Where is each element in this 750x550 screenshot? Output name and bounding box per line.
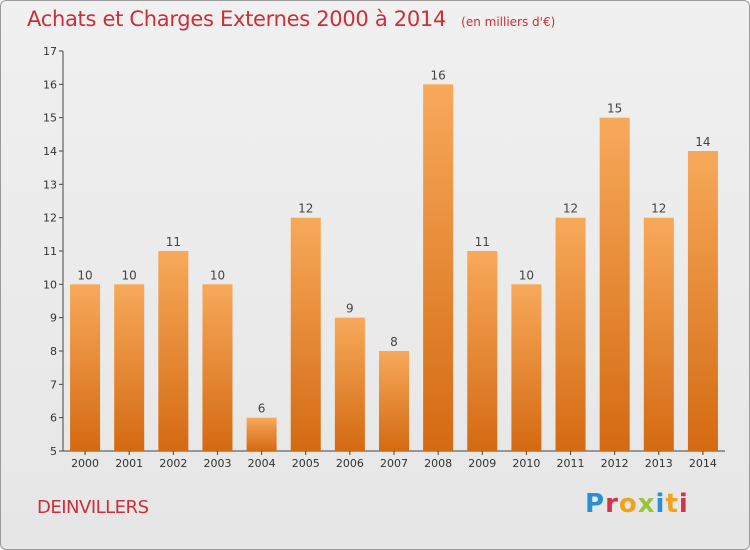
- y-tick-label: 5: [50, 445, 57, 458]
- data-label-2000: 10: [77, 268, 92, 282]
- y-tick-label: 10: [43, 278, 57, 291]
- data-label-2013: 12: [651, 202, 666, 216]
- bar-2010: [511, 284, 542, 451]
- proxiti-logo: Proxiti: [585, 489, 689, 519]
- x-tick-label-2004: 2004: [248, 457, 276, 470]
- y-tick-label: 8: [50, 345, 57, 358]
- x-tick-label-2008: 2008: [424, 457, 452, 470]
- bar-2005: [290, 217, 321, 451]
- bar-2008: [423, 84, 454, 451]
- x-tick-label-2011: 2011: [557, 457, 585, 470]
- bar-2000: [70, 284, 101, 451]
- data-label-2003: 10: [210, 268, 225, 282]
- chart-title: Achats et Charges Externes 2000 à 2014: [27, 7, 447, 31]
- y-tick-label: 9: [50, 312, 57, 325]
- y-tick-label: 15: [43, 112, 57, 125]
- data-label-2001: 10: [122, 268, 137, 282]
- x-tick-label-2003: 2003: [203, 457, 231, 470]
- x-tick-label-2012: 2012: [601, 457, 629, 470]
- x-tick-label-2001: 2001: [115, 457, 143, 470]
- data-label-2012: 15: [607, 102, 622, 116]
- x-tick-label-2000: 2000: [71, 457, 99, 470]
- data-label-2004: 6: [258, 402, 266, 416]
- x-tick-label-2007: 2007: [380, 457, 408, 470]
- x-tick-label-2002: 2002: [159, 457, 187, 470]
- data-label-2014: 14: [695, 135, 710, 149]
- chart-unit: (en milliers d'€): [461, 15, 556, 29]
- bar-2014: [687, 151, 718, 451]
- data-label-2007: 8: [390, 335, 398, 349]
- bar-2011: [555, 217, 586, 451]
- bar-2009: [467, 251, 498, 451]
- data-label-2009: 11: [475, 235, 490, 249]
- y-tick-label: 6: [50, 412, 57, 425]
- y-tick-label: 7: [50, 378, 57, 391]
- bar-2003: [202, 284, 233, 451]
- data-label-2006: 9: [346, 302, 354, 316]
- y-tick-label: 13: [43, 178, 57, 191]
- x-tick-label-2005: 2005: [292, 457, 320, 470]
- data-label-2010: 10: [519, 268, 534, 282]
- data-label-2011: 12: [563, 202, 578, 216]
- y-tick-label: 12: [43, 212, 57, 225]
- y-tick-label: 11: [43, 245, 57, 258]
- bar-2007: [378, 351, 410, 451]
- data-label-2002: 11: [166, 235, 181, 249]
- bar-2006: [334, 317, 365, 451]
- x-tick-label-2010: 2010: [512, 457, 540, 470]
- bar-2012: [599, 117, 630, 452]
- data-label-2008: 16: [430, 68, 445, 82]
- data-label-2005: 12: [298, 202, 313, 216]
- bar-2013: [643, 217, 674, 451]
- x-tick-label-2006: 2006: [336, 457, 364, 470]
- y-tick-label: 14: [43, 145, 57, 158]
- bar-2001: [114, 284, 145, 451]
- x-tick-label-2013: 2013: [645, 457, 673, 470]
- bar-2004: [246, 417, 277, 451]
- y-tick-label: 17: [43, 45, 57, 58]
- y-tick-label: 16: [43, 78, 57, 91]
- commune-name: DEINVILLERS: [37, 497, 149, 518]
- x-tick-label-2009: 2009: [468, 457, 496, 470]
- bar-2002: [158, 251, 189, 451]
- chart-title-block: Achats et Charges Externes 2000 à 2014 (…: [27, 7, 555, 31]
- x-tick-label-2014: 2014: [689, 457, 717, 470]
